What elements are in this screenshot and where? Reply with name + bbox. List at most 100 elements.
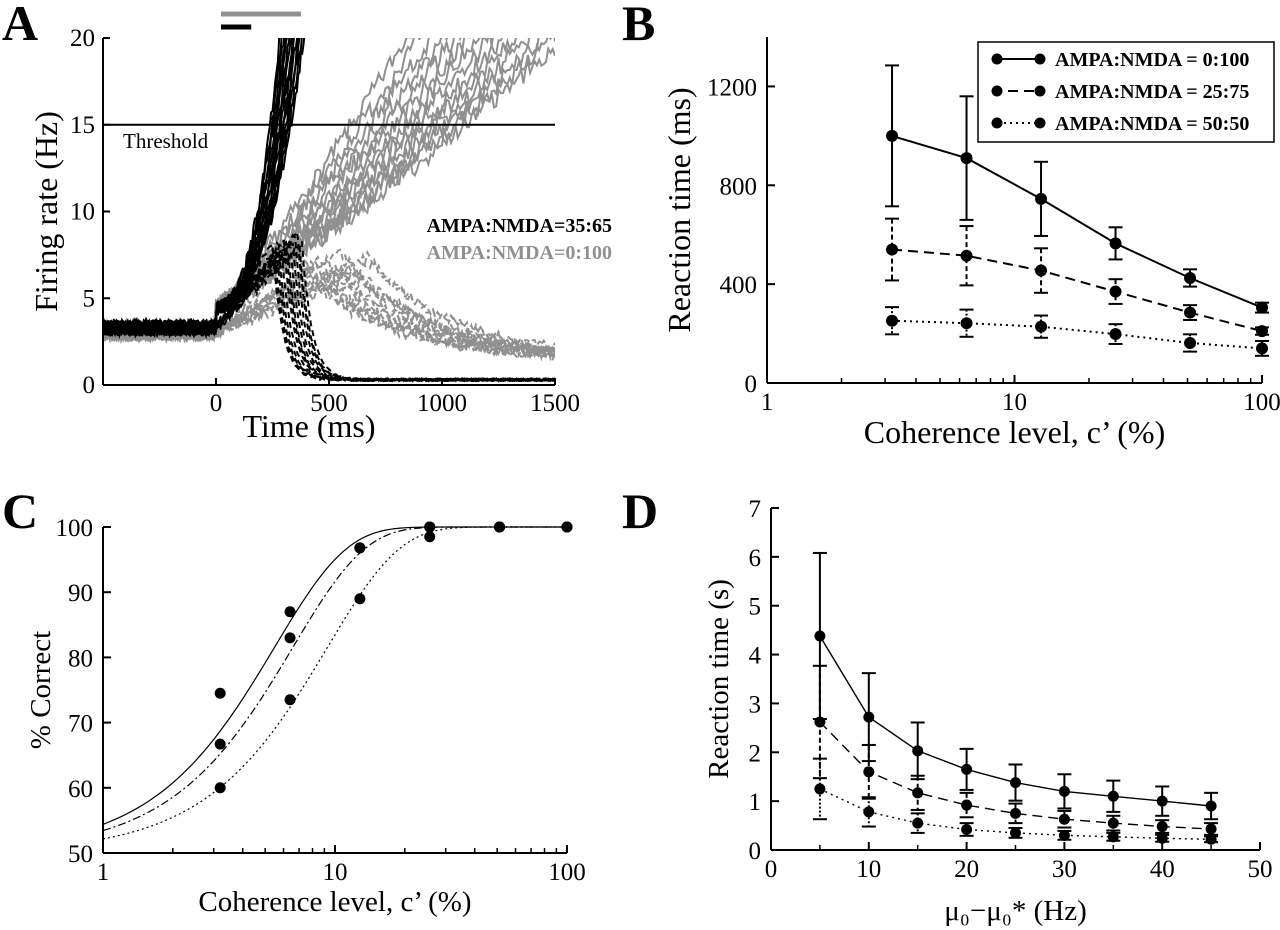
panel-c-y-tick-label: 70 bbox=[68, 711, 93, 738]
panel-b-series-2 bbox=[885, 306, 1269, 357]
data-point bbox=[912, 787, 924, 799]
data-point bbox=[1058, 813, 1070, 825]
panel-a-loser-trace bbox=[103, 253, 555, 358]
data-point bbox=[961, 799, 973, 811]
panel-a-loser-trace bbox=[103, 252, 555, 383]
panel-d-y-tick-label: 2 bbox=[749, 740, 762, 767]
panel-a-loser-trace bbox=[103, 247, 555, 383]
panel-a-y-label: Firing rate (Hz) bbox=[28, 111, 64, 312]
fit-curve bbox=[102, 526, 567, 832]
panel-b-legend-label: AMPA:NMDA = 0:100 bbox=[1055, 49, 1249, 71]
panel-a-y-tick-label: 10 bbox=[70, 199, 95, 226]
data-point bbox=[1107, 790, 1119, 802]
panel-a-loser-trace bbox=[103, 253, 555, 383]
panel-b-y-tick-label: 800 bbox=[720, 173, 758, 200]
data-point bbox=[354, 593, 366, 605]
panel-d-y-tick-label: 1 bbox=[749, 789, 762, 816]
panel-b-x-label: Coherence level, c’ (%) bbox=[864, 414, 1165, 450]
data-point bbox=[1184, 306, 1197, 319]
panel-d-y-tick-label: 7 bbox=[749, 496, 762, 523]
data-point bbox=[214, 738, 226, 750]
panel-c-x-label: Coherence level, c’ (%) bbox=[198, 886, 471, 918]
panel-b-x-tick-label: 100 bbox=[1243, 389, 1280, 416]
data-point bbox=[1010, 827, 1021, 839]
panel-d-series-2 bbox=[812, 757, 1219, 845]
data-point bbox=[1010, 807, 1021, 819]
panel-b-x-tick-label: 10 bbox=[1002, 389, 1027, 416]
panel-a-winner-trace bbox=[103, 38, 306, 338]
fit-curve bbox=[102, 526, 567, 825]
panel-c-y-tick-label: 60 bbox=[68, 776, 93, 803]
data-point bbox=[1205, 800, 1217, 812]
data-point bbox=[961, 763, 973, 775]
data-point bbox=[1205, 823, 1217, 835]
panel-a-x-tick-label: 500 bbox=[310, 390, 348, 417]
panel-d-x-tick-label: 40 bbox=[1150, 856, 1175, 883]
data-point bbox=[886, 243, 899, 256]
panel-a-traces bbox=[103, 38, 555, 383]
data-point bbox=[1109, 237, 1122, 250]
panel-c-series-0 bbox=[102, 521, 573, 825]
data-point bbox=[863, 766, 875, 778]
panel-c-y-label: % Correct bbox=[25, 631, 57, 749]
panel-a-x-label: Time (ms) bbox=[242, 408, 375, 444]
data-point bbox=[1035, 320, 1048, 333]
data-point bbox=[961, 823, 973, 835]
panel-a-loser-trace bbox=[103, 241, 555, 360]
panel-a-loser-trace bbox=[103, 245, 555, 383]
panel-d-y-tick-label: 0 bbox=[749, 838, 762, 865]
data-point bbox=[214, 782, 226, 794]
panel-d-series-0 bbox=[812, 551, 1219, 821]
series-line bbox=[891, 248, 1263, 333]
data-point bbox=[863, 711, 875, 723]
data-point bbox=[561, 521, 573, 533]
panel-a-loser-trace bbox=[103, 251, 555, 361]
data-point bbox=[814, 783, 826, 795]
data-point bbox=[494, 521, 506, 533]
panel-a-y-tick-label: 15 bbox=[70, 112, 95, 139]
panel-b-legend-marker bbox=[1034, 53, 1046, 65]
data-point bbox=[912, 817, 924, 829]
panel-c-series-2 bbox=[102, 521, 573, 840]
panel-b-y-tick-label: 0 bbox=[745, 371, 758, 398]
panel-b-series-1 bbox=[885, 217, 1269, 338]
data-point bbox=[1205, 833, 1217, 845]
data-point bbox=[284, 694, 296, 706]
panel-c-y-tick-label: 100 bbox=[56, 515, 94, 542]
panel-d-x-label: μ₀−μ₀* (Hz) bbox=[944, 895, 1087, 927]
panel-b-legend-marker bbox=[991, 117, 1003, 129]
fit-curve bbox=[102, 526, 567, 840]
data-point bbox=[424, 531, 436, 543]
data-point bbox=[1256, 342, 1268, 355]
data-point bbox=[354, 542, 366, 554]
panel-c-y-tick-label: 50 bbox=[68, 841, 93, 868]
panel-b-y-tick-label: 400 bbox=[720, 272, 758, 299]
panel-a-annotation-1: AMPA:NMDA=0:100 bbox=[427, 242, 612, 264]
panel-a-series-0 bbox=[103, 38, 555, 383]
panel-a-threshold-label: Threshold bbox=[123, 129, 209, 153]
panel-a-x-tick-label: 1500 bbox=[530, 390, 580, 417]
data-point bbox=[1058, 785, 1070, 797]
data-point bbox=[1035, 264, 1048, 277]
data-point bbox=[1010, 777, 1021, 789]
panel-b-legend-marker bbox=[1034, 85, 1046, 97]
data-point bbox=[214, 687, 226, 699]
data-point bbox=[960, 249, 973, 262]
data-point bbox=[1184, 271, 1197, 284]
panel-letter-a: A bbox=[2, 0, 38, 51]
panel-c-x-tick-label: 10 bbox=[323, 859, 348, 886]
data-point bbox=[1156, 795, 1168, 807]
panel-c-x-tick-label: 1 bbox=[97, 859, 110, 886]
data-point bbox=[424, 521, 436, 533]
panel-b-x-tick-label: 1 bbox=[761, 389, 774, 416]
panel-a-chart: 0 5 10 15 20 0 500 1000 1500 Time (ms) Firing rate… bbox=[28, 11, 612, 444]
data-point bbox=[1107, 831, 1119, 843]
panel-a-loser-trace bbox=[103, 243, 555, 383]
data-point bbox=[960, 152, 973, 165]
data-point bbox=[960, 317, 973, 330]
data-point bbox=[1156, 821, 1168, 833]
data-point bbox=[1109, 285, 1122, 298]
panel-a-x-tick-label: 1000 bbox=[417, 390, 467, 417]
